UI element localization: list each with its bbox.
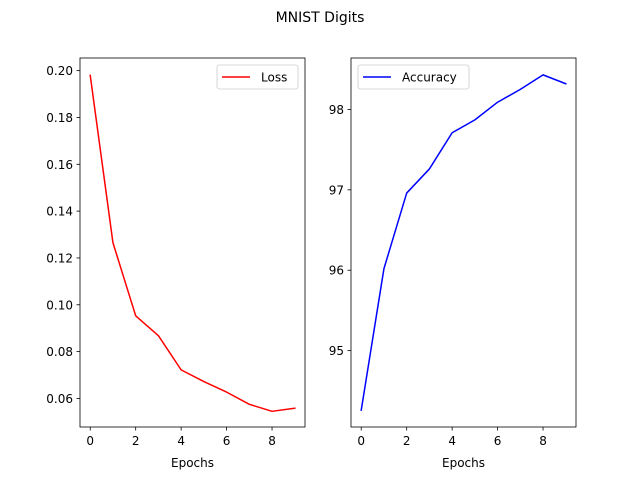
series-line-loss <box>89 74 296 413</box>
x-tick-label: 6 <box>494 434 502 448</box>
legend-label: Loss <box>261 71 287 85</box>
series-line-accuracy <box>360 74 567 411</box>
y-tick-label: 0.06 <box>46 392 73 406</box>
x-tick-label: 8 <box>539 434 547 448</box>
legend-label: Accuracy <box>402 71 457 85</box>
x-tick-label: 2 <box>403 434 411 448</box>
x-tick-label: 6 <box>223 434 231 448</box>
y-tick-label: 0.16 <box>46 158 73 172</box>
accuracy-chart-panel: 0 2 4 6 8 95 96 97 98 Epochs Accuracy <box>329 57 577 470</box>
y-tick-label: 0.08 <box>46 345 73 359</box>
y-tick-label: 0.20 <box>46 64 73 78</box>
loss-chart-panel: 0 2 4 6 8 0.06 0.08 0.10 0.12 0.14 0.16 0.18 0.20 Epo… <box>46 57 306 470</box>
legend: Accuracy <box>357 64 470 90</box>
y-tick-label: 97 <box>329 183 344 197</box>
figure-suptitle: MNIST Digits <box>276 10 365 26</box>
axes-frame <box>79 57 306 428</box>
legend: Loss <box>216 64 299 90</box>
plot-area <box>80 58 305 427</box>
y-tick-label: 96 <box>329 264 344 278</box>
y-tick-label: 0.12 <box>46 251 73 265</box>
x-axis-label: Epochs <box>171 456 214 470</box>
x-tick-label: 8 <box>268 434 276 448</box>
x-axis-label: Epochs <box>442 456 485 470</box>
y-tick-label: 98 <box>329 103 344 117</box>
plot-area <box>351 58 576 427</box>
y-tick-label: 0.18 <box>46 111 73 125</box>
x-tick-label: 0 <box>357 434 365 448</box>
x-tick-label: 2 <box>132 434 140 448</box>
y-tick-label: 0.10 <box>46 298 73 312</box>
y-tick-label: 95 <box>329 344 344 358</box>
x-tick-label: 4 <box>177 434 185 448</box>
legend-box <box>357 64 470 90</box>
x-tick-label: 0 <box>86 434 94 448</box>
y-tick-label: 0.14 <box>46 205 73 219</box>
x-tick-label: 4 <box>448 434 456 448</box>
axes-frame <box>350 57 577 428</box>
legend-box <box>216 64 299 90</box>
